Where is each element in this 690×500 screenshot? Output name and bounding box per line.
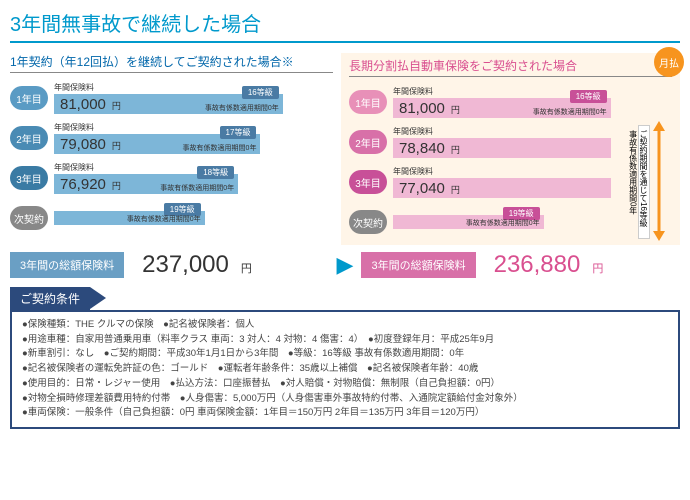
right-column: 月払 長期分割払自動車保険をご契約された場合 ご契約期間を通じて16等級 事故有… bbox=[341, 53, 680, 245]
premium-row: 次契約 19等級事故有係数適用期間0年 bbox=[349, 205, 672, 239]
premium-label: 年間保険料 bbox=[54, 122, 333, 133]
premium-row: 2年目年間保険料78,840円 bbox=[349, 125, 672, 159]
grade-note: 事故有係数適用期間0年 bbox=[533, 107, 607, 117]
year-badge: 次契約 bbox=[349, 210, 387, 234]
year-badge: 2年目 bbox=[10, 126, 48, 150]
premium-row: 1年目年間保険料81,000円16等級事故有係数適用期間0年 bbox=[349, 85, 672, 119]
condition-line: ●用途車種：自家用普通乗用車（料率クラス 車両：3 対人：4 対物：4 傷害：4… bbox=[22, 333, 668, 348]
premium-row: 3年目年間保険料76,920円18等級事故有係数適用期間0年 bbox=[10, 161, 333, 195]
grade-note: 事故有係数適用期間0年 bbox=[160, 183, 234, 193]
bar-wrap: 19等級事故有係数適用期間0年 bbox=[393, 215, 672, 229]
right-subtitle: 長期分割払自動車保険をご契約された場合 bbox=[349, 57, 577, 74]
totals-row: 3年間の総額保険料 237,000 円 ▶ 3年間の総額保険料 236,880 … bbox=[10, 251, 680, 279]
premium-amount: 77,040円 bbox=[399, 180, 460, 197]
grade-badge: 17等級 bbox=[220, 126, 257, 139]
premium-row: 2年目年間保険料79,080円17等級事故有係数適用期間0年 bbox=[10, 121, 333, 155]
bar-wrap: 年間保険料79,080円17等級事故有係数適用期間0年 bbox=[54, 122, 333, 154]
premium-amount: 81,000円 bbox=[399, 100, 460, 117]
total-right-value: 236,880 円 bbox=[494, 251, 604, 279]
premium-label: 年間保険料 bbox=[393, 86, 672, 97]
premium-bar: 76,920円18等級事故有係数適用期間0年 bbox=[54, 174, 238, 194]
bar-wrap: 年間保険料81,000円16等級事故有係数適用期間0年 bbox=[54, 82, 333, 114]
condition-line: ●対物全損時修理差額費用特約付帯 ●人身傷害：5,000万円（人身傷害車外事故特… bbox=[22, 392, 668, 407]
total-left-value: 237,000 円 bbox=[142, 251, 252, 279]
bar-wrap: 19等級事故有係数適用期間0年 bbox=[54, 211, 333, 225]
premium-label: 年間保険料 bbox=[54, 162, 333, 173]
condition-line: ●保険種類：THE クルマの保険 ●記名被保険者：個人 bbox=[22, 318, 668, 333]
year-badge: 次契約 bbox=[10, 206, 48, 230]
premium-amount: 79,080円 bbox=[60, 136, 121, 153]
conditions-heading: ご契約条件 bbox=[10, 287, 90, 310]
year-badge: 1年目 bbox=[349, 90, 387, 114]
monthly-badge: 月払 bbox=[654, 47, 684, 77]
arrow-icon: ▶ bbox=[337, 252, 354, 278]
conditions-section: ご契約条件 ●保険種類：THE クルマの保険 ●記名被保険者：個人●用途車種：自… bbox=[10, 279, 680, 429]
vertical-note: ご契約期間を通じて16等級 事故有係数適用期間0年 bbox=[638, 125, 650, 239]
premium-bar: 81,000円16等級事故有係数適用期間0年 bbox=[54, 94, 283, 114]
grade-note: 事故有係数適用期間0年 bbox=[127, 214, 201, 224]
grade-badge: 16等級 bbox=[570, 90, 607, 103]
total-right-label: 3年間の総額保険料 bbox=[361, 252, 475, 278]
premium-row: 次契約 19等級事故有係数適用期間0年 bbox=[10, 201, 333, 235]
year-badge: 3年目 bbox=[349, 170, 387, 194]
premium-row: 1年目年間保険料81,000円16等級事故有係数適用期間0年 bbox=[10, 81, 333, 115]
grade-badge: 18等級 bbox=[197, 166, 234, 179]
bar-wrap: 年間保険料76,920円18等級事故有係数適用期間0年 bbox=[54, 162, 333, 194]
year-badge: 1年目 bbox=[10, 86, 48, 110]
yen-label: 円 bbox=[241, 260, 252, 276]
condition-line: ●車両保険：一般条件（自己負担額：0円 車両保険金額：1年目＝150万円 2年目… bbox=[22, 406, 668, 421]
premium-amount: 76,920円 bbox=[60, 176, 121, 193]
left-subtitle: 1年契約（年12回払）を継続してご契約された場合※ bbox=[10, 53, 294, 70]
premium-bar: 19等級事故有係数適用期間0年 bbox=[393, 215, 544, 229]
premium-bar: 78,840円 bbox=[393, 138, 611, 158]
yen-label: 円 bbox=[592, 260, 603, 276]
comparison-columns: 1年契約（年12回払）を継続してご契約された場合※ 1年目年間保険料81,000… bbox=[10, 53, 680, 245]
condition-line: ●使用目的：日常・レジャー使用 ●払込方法：口座振替払 ●対人賠償・対物賠償：無… bbox=[22, 377, 668, 392]
grade-note: 事故有係数適用期間0年 bbox=[183, 143, 257, 153]
grade-note: 事故有係数適用期間0年 bbox=[205, 103, 279, 113]
year-badge: 2年目 bbox=[349, 130, 387, 154]
total-left-label: 3年間の総額保険料 bbox=[10, 252, 124, 278]
total-right-num: 236,880 bbox=[494, 251, 581, 279]
premium-bar: 19等級事故有係数適用期間0年 bbox=[54, 211, 205, 225]
grade-note: 事故有係数適用期間0年 bbox=[466, 218, 540, 228]
premium-label: 年間保険料 bbox=[54, 82, 333, 93]
condition-line: ●記名被保険者の運転免許証の色：ゴールド ●運転者年齢条件：35歳以上補償 ●記… bbox=[22, 362, 668, 377]
premium-amount: 81,000円 bbox=[60, 96, 121, 113]
bar-wrap: 年間保険料81,000円16等級事故有係数適用期間0年 bbox=[393, 86, 672, 118]
comparison-diagram: 3年間無事故で継続した場合 1年契約（年12回払）を継続してご契約された場合※ … bbox=[0, 0, 690, 437]
premium-bar: 77,040円 bbox=[393, 178, 611, 198]
left-column: 1年契約（年12回払）を継続してご契約された場合※ 1年目年間保険料81,000… bbox=[10, 53, 341, 245]
premium-bar: 81,000円16等級事故有係数適用期間0年 bbox=[393, 98, 611, 118]
premium-row: 3年目年間保険料77,040円 bbox=[349, 165, 672, 199]
year-badge: 3年目 bbox=[10, 166, 48, 190]
main-title: 3年間無事故で継続した場合 bbox=[10, 8, 680, 43]
total-left-num: 237,000 bbox=[142, 251, 229, 279]
premium-bar: 79,080円17等級事故有係数適用期間0年 bbox=[54, 134, 260, 154]
grade-badge: 16等級 bbox=[242, 86, 279, 99]
conditions-box: ●保険種類：THE クルマの保険 ●記名被保険者：個人●用途車種：自家用普通乗用… bbox=[10, 310, 680, 429]
premium-amount: 78,840円 bbox=[399, 140, 460, 157]
range-arrow-icon bbox=[652, 121, 666, 241]
condition-line: ●新車割引：なし ●ご契約期間：平成30年1月1日から3年間 ●等級：16等級 … bbox=[22, 347, 668, 362]
